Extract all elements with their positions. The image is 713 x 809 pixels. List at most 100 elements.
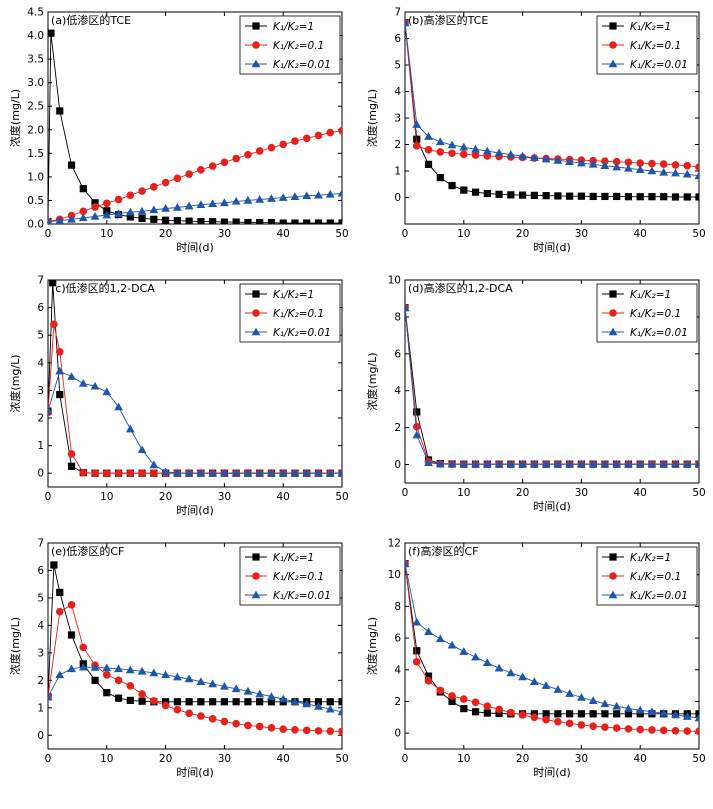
data-point-series-2 [448, 149, 456, 158]
data-point-series-3 [255, 195, 265, 203]
legend-label-1: K₁/K₂=1 [630, 552, 671, 564]
data-point-series-3 [290, 192, 300, 200]
data-point-series-3 [90, 212, 100, 220]
data-point-series-3 [659, 459, 669, 468]
data-point-series-2 [683, 727, 692, 735]
data-point-series-2 [150, 469, 158, 478]
data-point-series-1 [209, 698, 217, 706]
data-point-series-3 [220, 468, 229, 477]
data-point-series-3 [588, 696, 598, 704]
data-point-series-3 [48, 692, 53, 701]
data-point-series-3 [435, 634, 445, 643]
data-point-series-3 [114, 664, 123, 673]
data-point-series-2 [412, 658, 421, 666]
data-point-series-3 [624, 163, 633, 172]
data-point-series-3 [600, 459, 610, 468]
legend-marker-1 [609, 22, 617, 30]
y-tick-label: 0 [37, 468, 44, 480]
data-point-series-2 [267, 143, 276, 152]
data-point-series-3 [694, 171, 699, 180]
data-point-series-3 [471, 459, 480, 468]
y-tick-label: 6 [37, 302, 44, 314]
data-point-series-3 [471, 652, 480, 661]
data-point-series-3 [314, 702, 323, 710]
data-point-series-3 [102, 210, 112, 219]
plot-area [405, 18, 699, 201]
data-point-series-3 [243, 686, 253, 695]
data-point-series-3 [208, 199, 218, 208]
y-tick-label: 1 [37, 702, 44, 714]
data-point-series-2 [173, 174, 182, 183]
plot-area [48, 561, 342, 736]
data-point-series-2 [55, 347, 64, 356]
y-tick-label: 6 [394, 33, 401, 45]
data-point-series-3 [67, 664, 76, 673]
data-point-series-2 [138, 690, 146, 698]
y-tick-label: 2 [37, 413, 44, 425]
data-point-series-3 [149, 205, 159, 214]
legend-marker-2 [609, 309, 617, 317]
legend-marker-2 [252, 572, 260, 580]
y-tick-label: 2 [394, 696, 401, 708]
data-point-series-3 [78, 662, 88, 671]
x-tick-label: 50 [692, 753, 705, 765]
legend-label-1: K₁/K₂=1 [273, 289, 314, 301]
data-point-series-1 [601, 710, 609, 718]
data-point-series-3 [231, 684, 241, 693]
y-tick-label: 0 [394, 192, 401, 204]
data-point-series-2 [507, 708, 515, 717]
data-point-series-1 [138, 697, 146, 705]
y-axis-label: 浓度(mg/L) [8, 89, 22, 147]
data-point-series-3 [302, 191, 312, 200]
data-point-series-3 [553, 156, 563, 164]
x-tick-label: 40 [277, 228, 290, 240]
data-point-series-2 [279, 140, 288, 149]
legend-label-1: K₁/K₂=1 [273, 21, 314, 33]
x-tick-label: 20 [516, 228, 529, 240]
data-point-series-1 [173, 217, 181, 224]
data-point-series-2 [624, 158, 633, 167]
y-tick-label: 0.0 [27, 219, 44, 231]
y-tick-label: 7 [37, 538, 44, 550]
y-tick-label: 7 [37, 275, 44, 287]
data-point-series-3 [577, 158, 586, 167]
x-tick-label: 40 [634, 228, 647, 240]
data-point-series-2 [683, 161, 692, 170]
data-point-series-3 [125, 207, 135, 216]
data-point-series-3 [659, 167, 669, 176]
legend-label-3: K₁/K₂=0.01 [273, 590, 331, 602]
plot-area [48, 280, 342, 478]
data-point-series-3 [624, 704, 633, 712]
legend-marker-1 [252, 22, 260, 30]
series-line-2 [48, 604, 342, 732]
y-tick-label: 0 [394, 459, 401, 471]
data-point-series-3 [220, 681, 229, 690]
panel-title: (b)高渗区的TCE [408, 13, 488, 27]
data-point-series-2 [126, 191, 135, 200]
x-tick-label: 20 [159, 491, 172, 503]
data-point-series-3 [314, 468, 323, 477]
legend-marker-1 [609, 553, 617, 561]
data-point-series-3 [577, 693, 586, 701]
data-point-series-1 [660, 193, 668, 201]
data-point-series-2 [471, 698, 480, 707]
data-point-series-3 [325, 189, 335, 198]
data-point-series-3 [161, 670, 170, 679]
data-point-series-3 [149, 460, 159, 469]
data-point-series-3 [184, 468, 194, 477]
data-point-series-2 [103, 199, 111, 208]
data-point-series-3 [506, 150, 516, 158]
data-point-series-3 [553, 459, 563, 468]
data-point-series-3 [243, 468, 253, 477]
data-point-series-3 [494, 148, 504, 157]
data-point-series-3 [600, 161, 610, 169]
data-point-series-2 [326, 128, 335, 137]
data-point-series-3 [565, 459, 575, 468]
data-point-series-3 [267, 692, 276, 700]
data-point-series-3 [184, 201, 194, 210]
data-point-series-2 [601, 723, 609, 731]
x-tick-label: 0 [402, 753, 409, 765]
data-point-series-1 [126, 696, 134, 704]
data-point-series-3 [682, 169, 692, 178]
data-point-series-2 [173, 705, 182, 714]
